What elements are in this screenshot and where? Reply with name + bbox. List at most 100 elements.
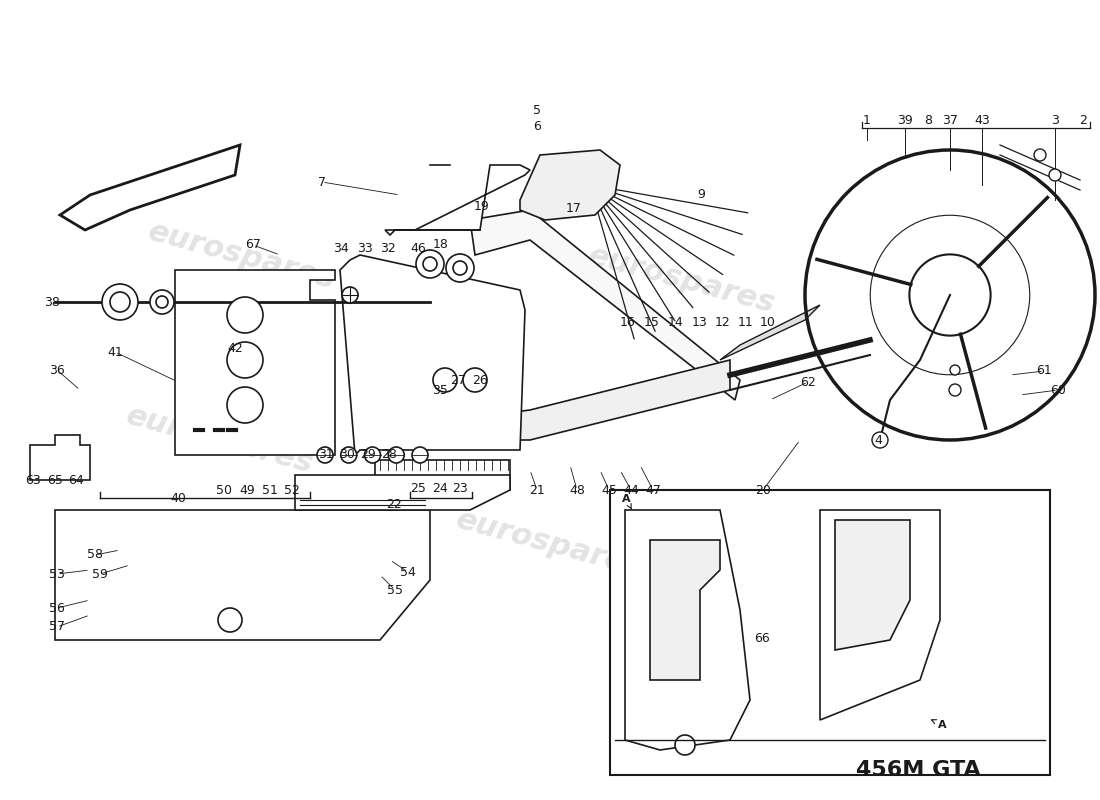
Text: 2: 2 (1079, 114, 1087, 126)
Text: 18: 18 (433, 238, 449, 251)
Text: 54: 54 (400, 566, 416, 578)
Text: 6: 6 (534, 119, 541, 133)
Text: 41: 41 (107, 346, 123, 358)
Text: 61: 61 (1036, 365, 1052, 378)
Text: 13: 13 (692, 317, 708, 330)
Circle shape (1034, 149, 1046, 161)
Text: 65: 65 (47, 474, 63, 486)
Polygon shape (490, 360, 730, 440)
Text: 51: 51 (262, 483, 278, 497)
Circle shape (950, 365, 960, 375)
Circle shape (102, 284, 138, 320)
Text: eurospares: eurospares (585, 241, 779, 319)
Text: 66: 66 (755, 631, 770, 645)
Text: 56: 56 (50, 602, 65, 614)
Text: 1: 1 (864, 114, 871, 126)
Text: 31: 31 (318, 449, 334, 462)
Polygon shape (175, 270, 336, 455)
Text: 16: 16 (620, 317, 636, 330)
Text: 32: 32 (381, 242, 396, 254)
Text: 34: 34 (333, 242, 349, 254)
Text: 58: 58 (87, 549, 103, 562)
Text: 38: 38 (44, 295, 59, 309)
Circle shape (453, 261, 468, 275)
Circle shape (675, 735, 695, 755)
Circle shape (317, 447, 333, 463)
Text: 43: 43 (975, 114, 990, 126)
Text: 59: 59 (92, 567, 108, 581)
Text: 47: 47 (645, 483, 661, 497)
Text: 40: 40 (170, 491, 186, 505)
Polygon shape (470, 210, 740, 400)
Text: 5: 5 (534, 103, 541, 117)
Text: 19: 19 (474, 201, 490, 214)
Text: 30: 30 (339, 449, 355, 462)
Text: eurospares: eurospares (453, 505, 647, 583)
Circle shape (156, 296, 168, 308)
Circle shape (1049, 169, 1061, 181)
Text: 17: 17 (566, 202, 582, 214)
Text: 29: 29 (360, 449, 376, 462)
Text: 27: 27 (450, 374, 466, 386)
Text: 24: 24 (432, 482, 448, 494)
Circle shape (227, 297, 263, 333)
Text: 4: 4 (874, 434, 882, 446)
Text: 52: 52 (284, 483, 300, 497)
Text: 44: 44 (623, 483, 639, 497)
Text: 33: 33 (358, 242, 373, 254)
Text: 49: 49 (239, 483, 255, 497)
Text: 7: 7 (318, 175, 326, 189)
Polygon shape (820, 510, 940, 720)
Text: 3: 3 (1052, 114, 1059, 126)
Polygon shape (295, 475, 510, 510)
Circle shape (150, 290, 174, 314)
Text: 39: 39 (898, 114, 913, 126)
Text: 67: 67 (245, 238, 261, 251)
Text: 15: 15 (645, 317, 660, 330)
Text: 20: 20 (755, 483, 771, 497)
Circle shape (446, 254, 474, 282)
Polygon shape (625, 510, 750, 750)
Text: 45: 45 (601, 483, 617, 497)
Text: 8: 8 (924, 114, 932, 126)
Text: eurospares: eurospares (123, 401, 317, 479)
Circle shape (341, 447, 356, 463)
Text: 57: 57 (50, 621, 65, 634)
Text: 62: 62 (800, 375, 816, 389)
Polygon shape (60, 145, 240, 230)
Text: 14: 14 (668, 317, 684, 330)
Text: 48: 48 (569, 483, 585, 497)
Circle shape (463, 368, 487, 392)
Text: 26: 26 (472, 374, 488, 386)
Text: 55: 55 (387, 583, 403, 597)
Text: 46: 46 (410, 242, 426, 254)
Circle shape (872, 432, 888, 448)
Text: 12: 12 (715, 317, 730, 330)
Text: 35: 35 (432, 383, 448, 397)
Polygon shape (720, 305, 820, 360)
Polygon shape (375, 460, 510, 490)
Text: 50: 50 (216, 483, 232, 497)
Circle shape (364, 447, 381, 463)
Circle shape (412, 447, 428, 463)
Text: 25: 25 (410, 482, 426, 494)
Text: 21: 21 (529, 483, 544, 497)
Text: 42: 42 (227, 342, 243, 354)
Polygon shape (520, 150, 620, 220)
Circle shape (227, 387, 263, 423)
Text: 22: 22 (386, 498, 402, 511)
Circle shape (433, 368, 456, 392)
Text: 456M GTA: 456M GTA (856, 760, 980, 780)
Text: eurospares: eurospares (145, 217, 339, 295)
Polygon shape (835, 520, 910, 650)
Bar (610, 490, 1050, 775)
Polygon shape (55, 510, 430, 640)
Polygon shape (385, 165, 530, 235)
Text: 64: 64 (68, 474, 84, 486)
Text: 53: 53 (50, 567, 65, 581)
Circle shape (218, 608, 242, 632)
Text: 60: 60 (1050, 383, 1066, 397)
Text: 11: 11 (738, 317, 754, 330)
Polygon shape (650, 540, 721, 680)
Circle shape (416, 250, 444, 278)
